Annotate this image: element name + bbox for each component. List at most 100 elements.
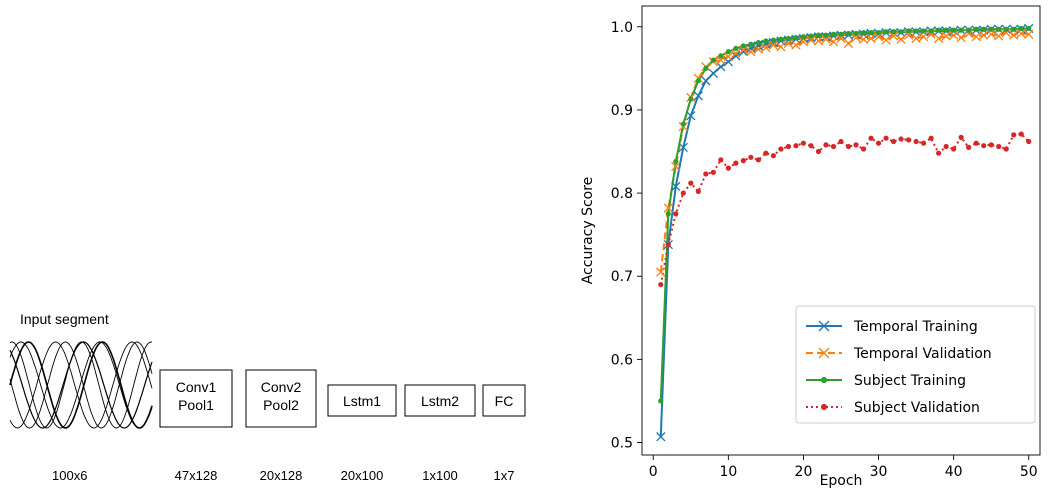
input-dim-label: 100x6 <box>52 468 87 483</box>
data-point <box>818 347 830 359</box>
data-point <box>695 78 701 84</box>
data-point <box>890 138 897 145</box>
x-tick-label: 20 <box>795 464 813 480</box>
data-point <box>896 34 906 44</box>
data-point <box>770 37 777 43</box>
data-point <box>791 40 801 50</box>
data-point <box>905 137 912 143</box>
data-point <box>733 45 739 52</box>
layer-fc: FC 1x7 <box>482 384 526 483</box>
data-point <box>964 28 974 39</box>
data-point <box>761 39 771 49</box>
data-point <box>875 140 882 146</box>
data-point <box>718 53 724 59</box>
data-point <box>926 29 936 39</box>
x-tick-label: 0 <box>649 464 658 480</box>
data-point <box>678 142 688 153</box>
legend-label: Subject Validation <box>854 400 980 416</box>
data-point <box>708 68 718 79</box>
data-point <box>905 28 912 34</box>
data-point <box>928 135 934 141</box>
data-point <box>688 96 694 102</box>
layer-label-line1: Conv1 <box>176 379 217 395</box>
y-tick-label: 0.9 <box>611 103 633 119</box>
data-point <box>858 34 869 44</box>
data-point <box>680 121 686 127</box>
data-point <box>665 242 671 248</box>
data-point <box>988 142 994 148</box>
input-segment-label: Input segment <box>20 311 109 327</box>
data-point <box>665 211 671 217</box>
data-point <box>686 111 696 121</box>
data-point <box>703 171 709 177</box>
axes: 0 10 20 30 40 50 0.5 0.6 0.7 0.8 0.9 1.0 <box>611 20 1038 480</box>
data-point <box>1024 29 1034 39</box>
data-point <box>821 34 831 44</box>
layer-box <box>482 384 526 417</box>
layer-lstm1: Lstm1 20x100 <box>327 384 397 483</box>
data-point <box>731 51 741 61</box>
data-point <box>853 30 859 37</box>
data-point <box>725 49 731 55</box>
data-point <box>778 36 784 42</box>
data-point <box>671 181 681 192</box>
data-point <box>973 26 979 32</box>
data-point <box>866 33 876 44</box>
layer-box <box>159 369 233 428</box>
waveform-line <box>9 341 153 429</box>
data-point <box>1026 25 1032 32</box>
data-point <box>793 34 799 41</box>
data-point <box>1011 26 1017 32</box>
data-point <box>748 41 754 47</box>
legend-entry: Temporal Validation <box>806 346 992 362</box>
data-point <box>830 31 837 37</box>
data-point <box>753 44 764 54</box>
data-point <box>731 48 741 59</box>
data-point <box>986 29 996 39</box>
legend-label: Temporal Training <box>853 319 978 335</box>
layer-box <box>245 369 317 428</box>
data-point <box>830 143 837 150</box>
data-point <box>763 150 769 156</box>
data-point <box>813 36 824 46</box>
data-point <box>860 30 867 36</box>
data-point <box>823 142 829 148</box>
series-line <box>659 133 1030 285</box>
data-point <box>815 32 822 38</box>
data-point <box>875 30 882 36</box>
data-point <box>656 267 666 277</box>
legend-label: Subject Training <box>854 373 966 389</box>
series-line <box>659 31 1029 273</box>
data-point <box>903 30 914 40</box>
layer-label-line1: FC <box>495 393 514 409</box>
architecture-diagram: Input segment 100x6 Conv1 Pool1 47x128 C… <box>9 311 526 483</box>
data-point <box>693 91 703 101</box>
data-point <box>873 32 884 42</box>
data-point <box>1011 132 1017 138</box>
data-point <box>710 57 716 63</box>
data-point <box>836 33 846 44</box>
data-point <box>785 143 792 150</box>
data-point <box>928 28 934 34</box>
data-point <box>746 43 756 54</box>
data-point <box>740 43 746 49</box>
x-tick-label: 50 <box>1020 464 1038 480</box>
layer-label-line2: Pool1 <box>178 397 214 413</box>
data-point <box>981 26 987 32</box>
data-point <box>806 35 816 45</box>
data-point <box>936 150 942 156</box>
accuracy-chart: 0 10 20 30 40 50 0.5 0.6 0.7 0.8 0.9 1.0 Epoch Accu… <box>580 5 1041 489</box>
data-point <box>1001 27 1011 38</box>
data-point <box>776 42 786 52</box>
y-tick-label: 1.0 <box>611 20 633 36</box>
data-point <box>981 143 987 149</box>
data-point <box>761 42 771 53</box>
data-point <box>716 62 726 72</box>
y-tick-label: 0.8 <box>611 186 633 202</box>
data-point <box>793 143 799 149</box>
data-point <box>755 157 762 163</box>
data-point <box>868 135 874 141</box>
data-point <box>851 32 861 43</box>
data-point <box>883 135 889 141</box>
data-point <box>996 143 1002 150</box>
